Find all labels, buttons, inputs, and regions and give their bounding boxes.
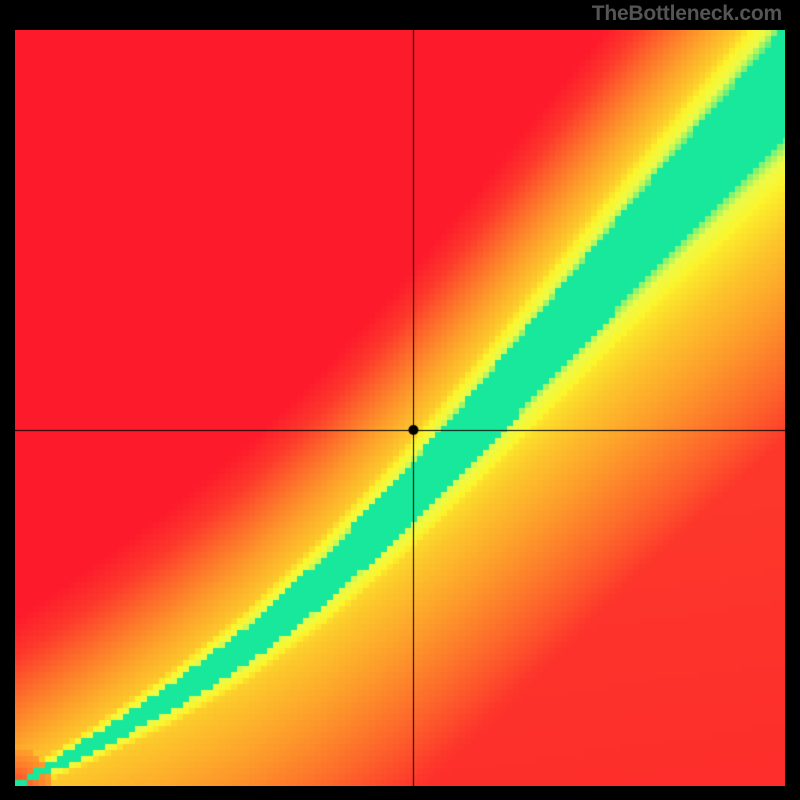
watermark-text: TheBottleneck.com <box>592 2 782 26</box>
plot-frame <box>15 30 785 786</box>
heatmap-canvas <box>15 30 785 786</box>
chart-container: TheBottleneck.com <box>0 0 800 800</box>
